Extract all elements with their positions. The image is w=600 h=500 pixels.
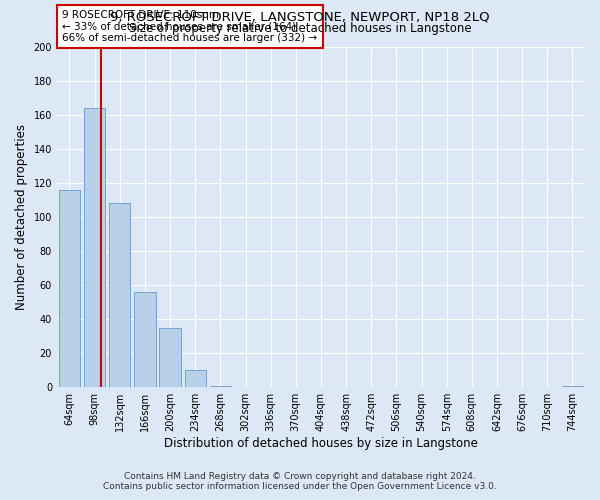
Text: 9, ROSECROFT DRIVE, LANGSTONE, NEWPORT, NP18 2LQ: 9, ROSECROFT DRIVE, LANGSTONE, NEWPORT, … xyxy=(110,11,490,24)
Text: Contains HM Land Registry data © Crown copyright and database right 2024.
Contai: Contains HM Land Registry data © Crown c… xyxy=(103,472,497,491)
Bar xyxy=(134,292,155,387)
Y-axis label: Number of detached properties: Number of detached properties xyxy=(15,124,28,310)
Bar xyxy=(160,328,181,387)
X-axis label: Distribution of detached houses by size in Langstone: Distribution of detached houses by size … xyxy=(164,437,478,450)
Bar xyxy=(562,386,583,387)
Bar xyxy=(84,108,106,387)
Bar xyxy=(59,190,80,387)
Bar xyxy=(109,203,130,387)
Text: Size of property relative to detached houses in Langstone: Size of property relative to detached ho… xyxy=(128,22,472,35)
Bar xyxy=(209,386,231,387)
Text: 9 ROSECROFT DRIVE: 110sqm
← 33% of detached houses are smaller (164)
66% of semi: 9 ROSECROFT DRIVE: 110sqm ← 33% of detac… xyxy=(62,10,317,43)
Bar xyxy=(185,370,206,387)
